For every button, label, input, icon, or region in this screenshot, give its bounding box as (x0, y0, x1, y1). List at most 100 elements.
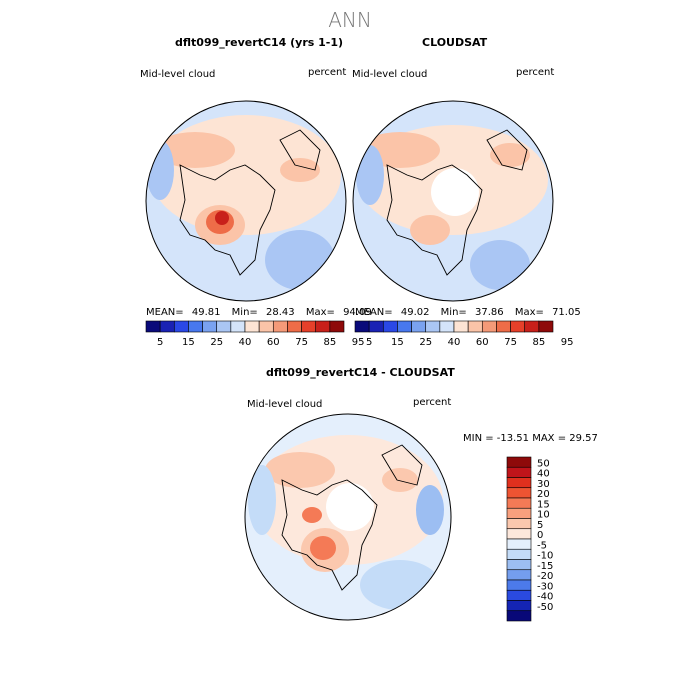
colorbar-swatch (258, 320, 274, 333)
map-diff-field (416, 485, 444, 535)
colorbar-swatch (173, 320, 189, 333)
colorbar-swatch (188, 320, 203, 333)
colorbar-swatch (506, 507, 532, 519)
colorbar-tick-label: -20 (537, 571, 553, 582)
map-diff-field (360, 560, 440, 610)
colorbar-tick-label: -40 (537, 592, 553, 603)
colorbar-swatch (467, 320, 483, 333)
colorbar-tick-label: 75 (295, 337, 308, 348)
map-model-coastline (279, 129, 321, 171)
map-obs-outline (352, 100, 554, 302)
colorbar-tick-label: 10 (537, 510, 550, 521)
colorbar-tick-label: 5 (366, 337, 372, 348)
colorbar-swatch (397, 320, 412, 333)
colorbar-tick-label: 85 (323, 337, 336, 348)
colorbar-tick-label: 40 (239, 337, 252, 348)
map-diff-field (310, 536, 336, 560)
colorbar-swatch (506, 528, 532, 540)
colorbar-tick-label: 5 (157, 337, 163, 348)
map-model-outline (145, 100, 347, 302)
colorbar-swatch (496, 320, 511, 333)
colorbar-swatch (506, 538, 532, 550)
map-obs-coastline (386, 164, 483, 276)
colorbar-swatch (506, 589, 532, 601)
colorbar-swatch (382, 320, 398, 333)
colorbar-tick-label: 15 (182, 337, 195, 348)
colorbar-swatch (510, 320, 526, 333)
colorbar-tick-label: 0 (537, 530, 543, 541)
colorbar-swatch (230, 320, 246, 333)
figure-title: ANN (328, 8, 372, 32)
map-model-field (280, 158, 320, 182)
panel-model-title: dflt099_revertC14 (yrs 1-1) (175, 36, 344, 49)
colorbar-swatch (506, 548, 532, 560)
panel-diff-stats: MIN = -13.51 MAX = 29.57 (463, 433, 598, 444)
map-model-field (215, 211, 229, 225)
map-obs (353, 101, 553, 301)
stat-mean-value: 49.02 (400, 307, 430, 318)
colorbar-swatch (439, 320, 455, 333)
panel-obs-units-label: percent (516, 67, 555, 78)
map-model (146, 101, 346, 301)
colorbar-tick-label: 85 (532, 337, 545, 348)
panel-diff-units-label: percent (413, 397, 452, 408)
colorbar-tick-label: 25 (419, 337, 432, 348)
colorbar-swatch (506, 487, 532, 499)
colorbar-tick-label: 20 (537, 489, 550, 500)
colorbar-swatch (244, 320, 260, 333)
colorbar-swatch (159, 320, 175, 333)
stat-min-value: 37.86 (474, 307, 504, 318)
colorbar-obs: 5 15 25 40 60 75 85 95 (354, 320, 574, 348)
colorbar-swatch (216, 320, 232, 333)
colorbar-model: 5 15 25 40 60 75 85 95 (145, 320, 365, 348)
colorbar-swatch (202, 320, 218, 333)
panel-model-units-label: percent (308, 67, 347, 78)
map-obs-field (410, 215, 450, 245)
stat-max-label: Max= (305, 307, 335, 318)
map-diff-field (302, 507, 322, 523)
colorbar-tick-label: 40 (448, 337, 461, 348)
map-diff (245, 414, 451, 620)
map-diff-field (248, 465, 276, 535)
colorbar-swatch (272, 320, 288, 333)
stat-min-value: 28.43 (265, 307, 295, 318)
colorbar-swatch (506, 569, 532, 581)
stat-max-value: 71.05 (552, 307, 581, 318)
colorbar-swatch (329, 320, 345, 333)
colorbar-swatch (538, 320, 554, 333)
map-diff-outline (244, 413, 452, 621)
colorbar-swatch (411, 320, 427, 333)
colorbar-tick-label: 30 (537, 479, 550, 490)
map-model-coastline (179, 164, 276, 276)
map-diff-field (382, 468, 418, 492)
colorbar-swatch (506, 477, 532, 489)
panel-model-field-label: Mid-level cloud (140, 69, 216, 80)
colorbar-tick-label: -15 (537, 561, 553, 572)
map-diff-coastline (381, 444, 423, 486)
map-diff-field (265, 452, 335, 488)
colorbar-swatch (368, 320, 384, 333)
map-obs-field (470, 240, 530, 290)
colorbar-swatch (481, 320, 497, 333)
panel-obs-title: CLOUDSAT (422, 36, 488, 49)
colorbar-swatch (506, 559, 532, 571)
colorbar-swatch (425, 320, 441, 333)
map-diff-missing-data (326, 483, 374, 531)
colorbar-swatch (315, 320, 331, 333)
colorbar-swatch (145, 320, 161, 333)
colorbar-swatch (506, 456, 532, 468)
stat-min-label: Min= (440, 307, 467, 318)
colorbar-tick-label: 15 (391, 337, 404, 348)
colorbar-swatch (354, 320, 370, 333)
colorbar-tick-label: 50 (537, 458, 550, 469)
colorbar-swatch (506, 518, 532, 530)
colorbar-tick-label: 75 (504, 337, 517, 348)
colorbar-swatch (301, 320, 317, 333)
stat-max-value: 94.09 (343, 307, 372, 318)
colorbar-swatch (506, 600, 532, 612)
panel-model-stats: MEAN= 49.81 Min= 28.43 Max= 94.09 (146, 307, 372, 318)
map-obs-field (356, 145, 384, 205)
colorbar-tick-label: 95 (352, 337, 365, 348)
